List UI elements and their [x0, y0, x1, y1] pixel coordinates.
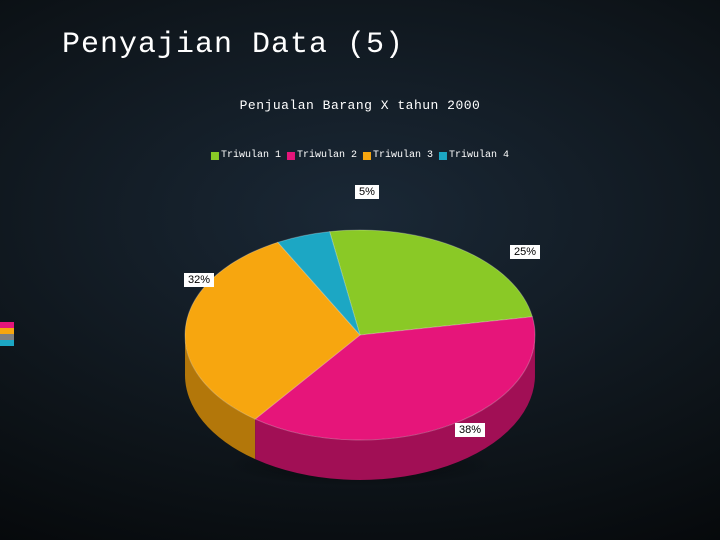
slice-label-4: 5% [355, 185, 379, 199]
legend-label-1: Triwulan 1 [221, 150, 281, 161]
pie-svg [160, 215, 560, 505]
legend-item-2: Triwulan 2 [287, 150, 357, 161]
legend-label-3: Triwulan 3 [373, 150, 433, 161]
legend-item-4: Triwulan 4 [439, 150, 509, 161]
legend-swatch-4 [439, 152, 447, 160]
slice-label-1: 25% [510, 245, 540, 259]
legend-label-2: Triwulan 2 [297, 150, 357, 161]
legend-swatch-1 [211, 152, 219, 160]
legend-item-3: Triwulan 3 [363, 150, 433, 161]
legend-item-1: Triwulan 1 [211, 150, 281, 161]
page-title: Penyajian Data (5) [62, 28, 404, 62]
chart-caption: Penjualan Barang X tahun 2000 [0, 98, 720, 113]
legend-swatch-2 [287, 152, 295, 160]
legend: Triwulan 1 Triwulan 2 Triwulan 3 Triwula… [211, 150, 509, 161]
pie-chart: 25% 38% 32% 5% [160, 185, 560, 505]
side-decoration [0, 322, 14, 346]
slice-label-3: 32% [184, 273, 214, 287]
legend-swatch-3 [363, 152, 371, 160]
stripe-4 [0, 340, 14, 346]
legend-label-4: Triwulan 4 [449, 150, 509, 161]
slice-label-2: 38% [455, 423, 485, 437]
